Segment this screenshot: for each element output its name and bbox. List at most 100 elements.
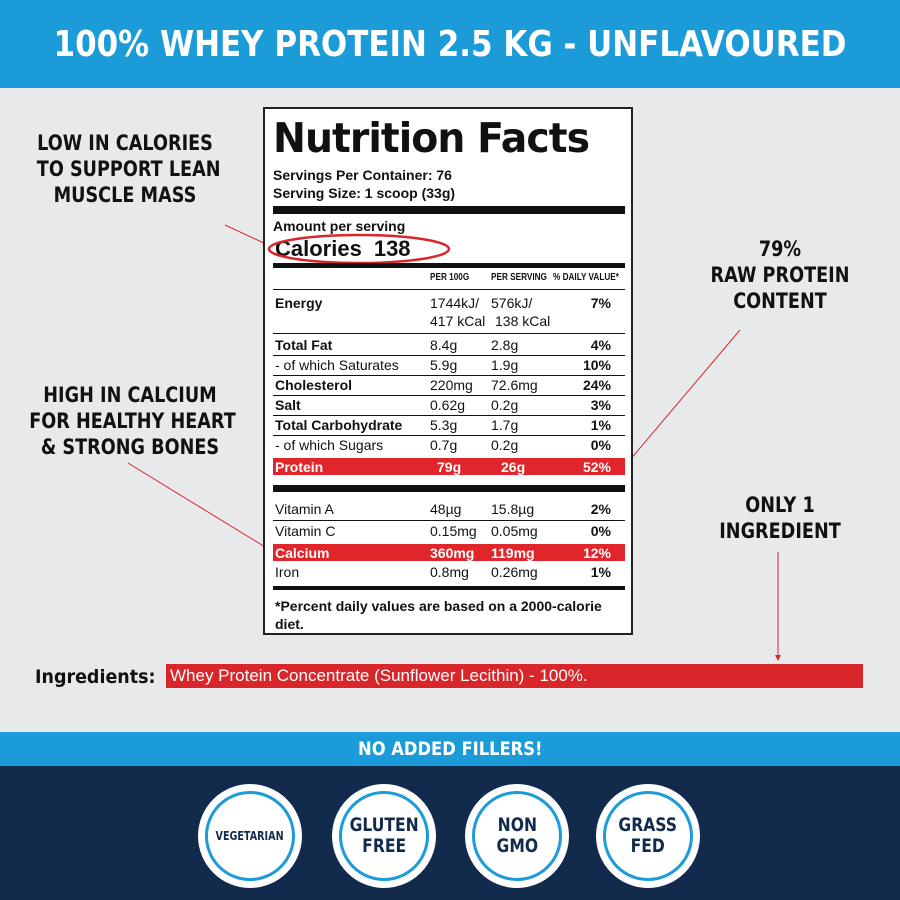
table-row: Total Carbohydrate 5.3g 1.7g 1% [273, 415, 625, 435]
callout-line: & STRONG BONES [40, 435, 220, 459]
nutrient-per100-kcal: 417 kCal [430, 313, 486, 329]
pointer-calories [224, 224, 269, 246]
nutrient-name: Vitamin C [275, 523, 336, 539]
table-row: Iron 0.8mg 0.26mg 1% [273, 562, 625, 582]
badge-ring: GRASS FED [603, 791, 693, 881]
nutrient-serving: 0.26mg [491, 564, 538, 580]
badge-ring: VEGETARIAN [205, 791, 295, 881]
calories-value: 138 [373, 236, 411, 261]
nutrient-dv: 0% [590, 437, 611, 453]
nutrient-dv: 0% [590, 523, 611, 539]
amount-per-serving: Amount per serving [273, 218, 406, 234]
col-daily-value: % DAILY VALUE* [553, 272, 619, 283]
nutrient-dv: 1% [590, 564, 611, 580]
callout-line: MUSCLE MASS [53, 183, 197, 207]
nutrient-name: Calcium [275, 545, 330, 561]
pointer-calcium [127, 462, 271, 551]
col-per-serving: PER SERVING [491, 272, 547, 283]
no-fillers-text: NO ADDED FILLERS! [357, 738, 543, 760]
nutrient-name: - of which Saturates [275, 357, 399, 373]
divider-thick [273, 586, 625, 590]
nutrient-serving: 0.05mg [491, 523, 538, 539]
row-divider [273, 355, 625, 356]
nutrient-serving: 26g [501, 459, 526, 475]
nutrient-name: Total Fat [275, 337, 333, 353]
badge-vegetarian: VEGETARIAN [198, 784, 302, 888]
table-row: Cholesterol 220mg 72.6mg 24% [273, 375, 625, 395]
badge-line: GLUTEN [349, 814, 419, 836]
pointer-protein [622, 329, 741, 469]
nutrient-dv: 7% [590, 295, 611, 311]
nutrient-dv: 10% [582, 357, 611, 373]
table-row-calcium-highlight: Calcium 360mg 119mg 12% [273, 544, 625, 561]
badge-ring: NON GMO [472, 791, 562, 881]
nutrient-serving-kcal: 138 kCal [495, 313, 551, 329]
nutrient-per100: 79g [437, 459, 462, 475]
nutrient-serving: 1.7g [491, 417, 519, 433]
badge-line: GRASS [618, 814, 678, 836]
badge-gluten-free: GLUTEN FREE [332, 784, 436, 888]
nutrient-serving: 15.8µg [491, 501, 535, 517]
row-divider [273, 289, 625, 290]
row-divider [273, 375, 625, 376]
nutrient-per100: 5.3g [430, 417, 458, 433]
nutrient-per100: 220mg [430, 377, 473, 393]
table-row: - of which Sugars 0.7g 0.2g 0% [273, 435, 625, 455]
callout-one-ingredient: ONLY 1 INGREDIENT [704, 492, 855, 544]
serving-size: Serving Size: 1 scoop (33g) [273, 185, 456, 201]
nutrient-name: Vitamin A [275, 501, 334, 517]
daily-value-footnote: *Percent daily values are based on a 200… [275, 598, 602, 632]
callout-line: HIGH IN CALCIUM [43, 383, 217, 407]
servings-per-container: Servings Per Container: 76 [273, 167, 452, 183]
row-divider [273, 333, 625, 334]
nutrient-dv: 24% [582, 377, 611, 393]
nutrient-name: Energy [275, 295, 323, 311]
callout-line: FOR HEALTHY HEART [29, 409, 236, 433]
badge-line: NON [497, 814, 537, 836]
nutrient-per100: 0.15mg [430, 523, 477, 539]
nutrient-per100: 0.8mg [430, 564, 469, 580]
nutrient-per100: 0.62g [430, 397, 466, 413]
page-title: 100% WHEY PROTEIN 2.5 KG - UNFLAVOURED [53, 23, 847, 65]
nutrient-dv: 1% [590, 417, 611, 433]
nutrient-per100: 0.7g [430, 437, 458, 453]
badge-text: GLUTEN FREE [349, 815, 418, 857]
table-row-energy: Energy 1744kJ/ 417 kCal 576kJ/ 138 kCal … [273, 293, 625, 333]
nutrient-name: - of which Sugars [275, 437, 384, 453]
divider-thick [273, 263, 625, 268]
callout-line: CONTENT [733, 289, 827, 313]
nutrient-dv: 52% [582, 459, 611, 475]
table-row: Total Fat 8.4g 2.8g 4% [273, 335, 625, 355]
nutrient-name: Cholesterol [275, 377, 353, 393]
nutrition-facts-title: Nutrition Facts [273, 114, 590, 162]
callout-line: RAW PROTEIN [710, 263, 850, 287]
nutrient-per100: 48µg [430, 501, 462, 517]
nutrient-per100: 5.9g [430, 357, 458, 373]
header-banner: 100% WHEY PROTEIN 2.5 KG - UNFLAVOURED [0, 0, 900, 88]
nutrient-name: Iron [275, 564, 300, 580]
badge-line: FED [630, 835, 666, 857]
row-divider [273, 395, 625, 396]
badge-ring: GLUTEN FREE [339, 791, 429, 881]
nutrient-serving: 72.6mg [491, 377, 538, 393]
badge-text: VEGETARIAN [216, 826, 284, 847]
callout-low-calories: LOW IN CALORIES TO SUPPORT LEAN MUSCLE M… [37, 130, 221, 208]
divider-thick [273, 206, 625, 214]
row-divider [273, 415, 625, 416]
badge-non-gmo: NON GMO [465, 784, 569, 888]
ingredients-label: Ingredients: [35, 666, 156, 688]
divider-thick [273, 485, 625, 492]
table-row-protein-highlight: Protein 79g 26g 52% [273, 458, 625, 475]
nutrient-serving: 0.2g [491, 437, 519, 453]
nutrient-serving: 2.8g [491, 337, 519, 353]
nutrient-per100: 360mg [430, 545, 475, 561]
nutrient-dv: 2% [590, 501, 611, 517]
row-divider [273, 435, 625, 436]
nutrient-name: Salt [275, 397, 301, 413]
nutrient-per100: 1744kJ/ [430, 295, 480, 311]
badge-grass-fed: GRASS FED [596, 784, 700, 888]
nutrient-name: Protein [275, 459, 324, 475]
badge-text: GRASS FED [619, 815, 678, 857]
badge-line: FREE [362, 835, 406, 857]
ingredients-value: Whey Protein Concentrate (Sunflower Leci… [166, 664, 863, 688]
